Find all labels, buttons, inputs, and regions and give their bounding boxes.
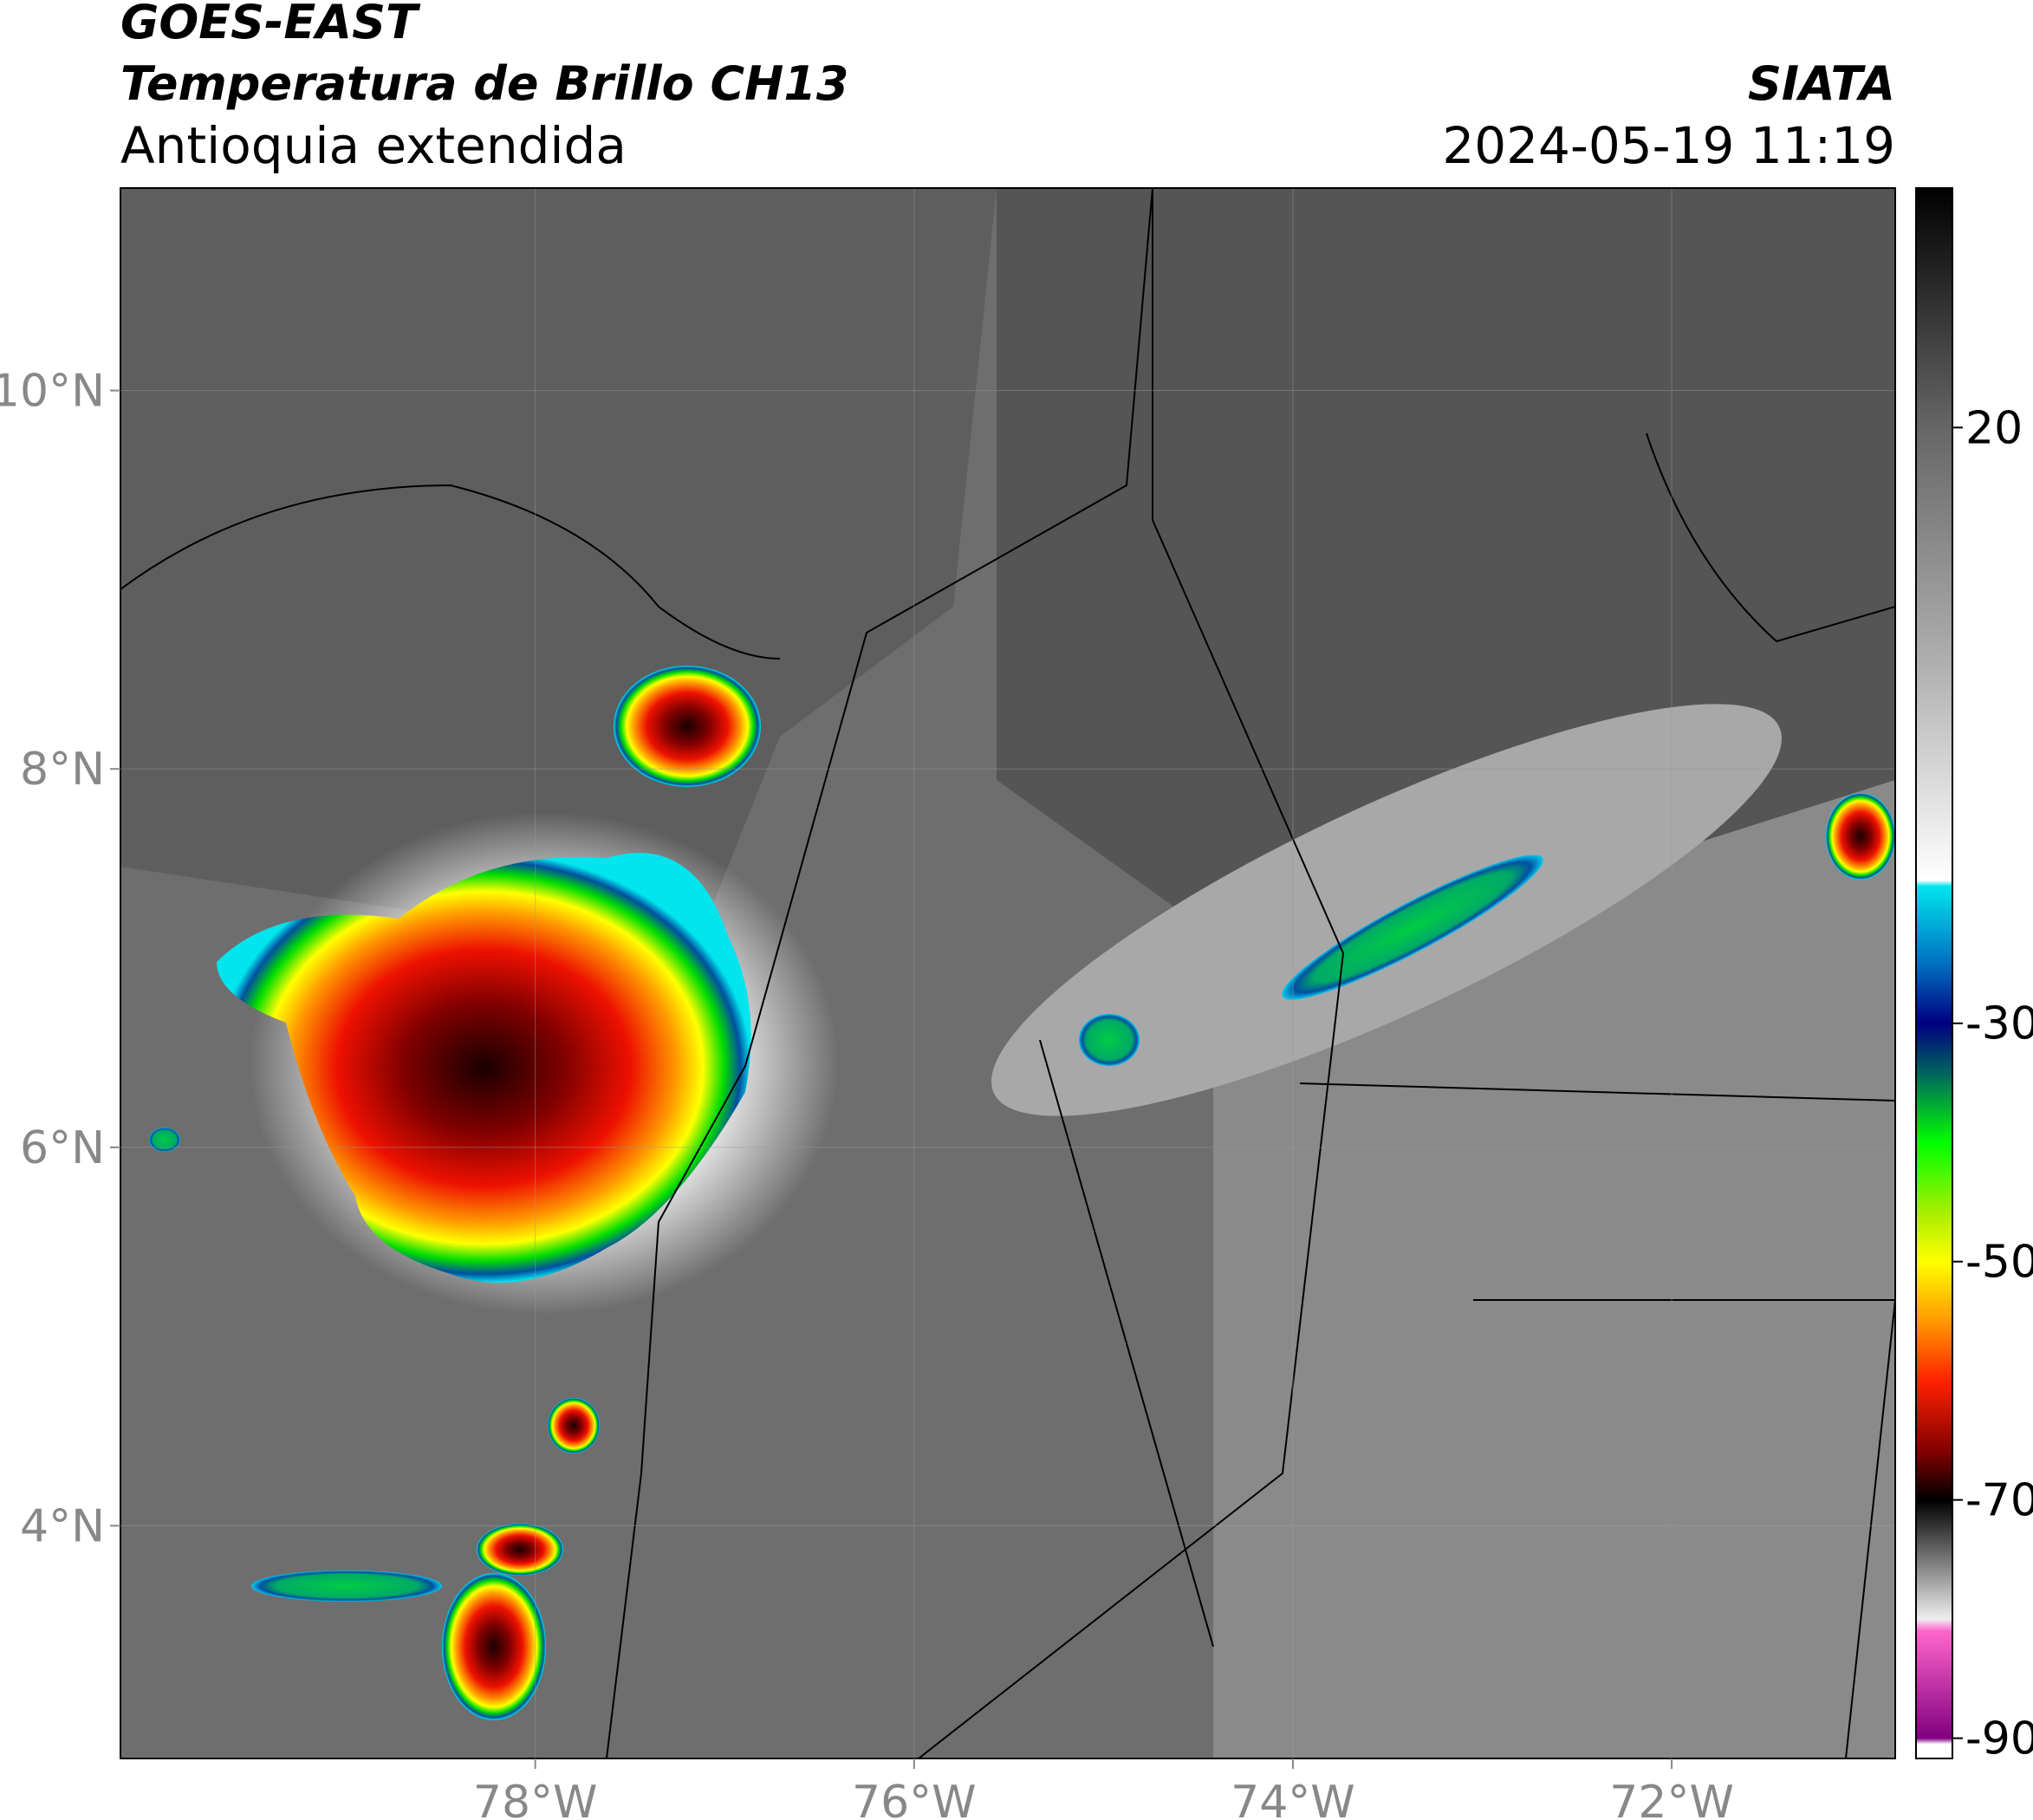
lat-tick-label: 10°N — [0, 366, 105, 418]
colorbar-tick-label: -90 — [1965, 1713, 2033, 1765]
lat-tick-label: 6°N — [20, 1122, 105, 1174]
datetime: 2024-05-19 11:19 — [1442, 116, 1895, 175]
lon-tick-label: 74°W — [1231, 1777, 1355, 1820]
colorbar-tick-label: -30 — [1965, 998, 2033, 1050]
lon-tick-label: 72°W — [1609, 1777, 1734, 1820]
colorbar-tick-label: 20 — [1965, 402, 2023, 454]
source: SIATA — [1748, 56, 1895, 111]
lon-tick-label: 78°W — [473, 1777, 598, 1820]
map-image — [120, 188, 1895, 1758]
lon-tick-label: 76°W — [852, 1777, 977, 1820]
lat-tick-label: 8°N — [20, 744, 105, 796]
colorbar — [1915, 187, 1953, 1759]
grid — [120, 188, 1895, 1758]
colorbar-tick-label: -70 — [1965, 1475, 2033, 1527]
product: Temperatura de Brillo CH13 — [120, 56, 849, 111]
colorbar-tick-label: -50 — [1965, 1237, 2033, 1289]
region: Antioquia extendida — [120, 116, 627, 175]
lat-tick-label: 4°N — [20, 1500, 105, 1552]
map-frame — [120, 187, 1896, 1759]
satellite: GOES-EAST — [120, 0, 421, 49]
